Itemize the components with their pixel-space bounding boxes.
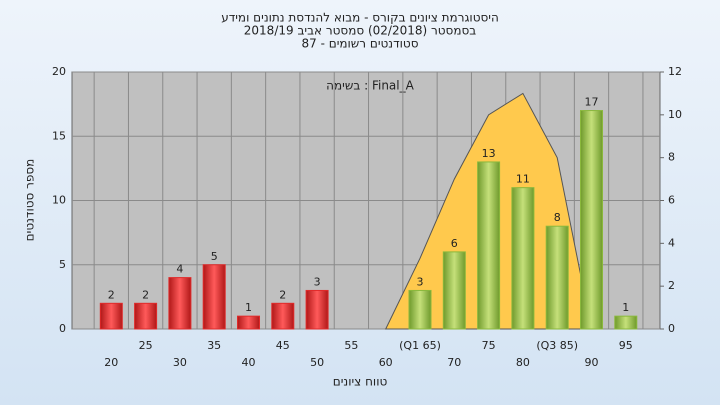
data-label: 6 xyxy=(451,237,458,250)
data-label: 13 xyxy=(482,147,496,160)
y2-tick-label: 0 xyxy=(668,322,675,335)
x-tick-label: 70 xyxy=(447,356,461,369)
x-tick-label: 60 xyxy=(379,356,393,369)
y-tick-label: 10 xyxy=(52,194,66,207)
bar xyxy=(614,315,638,330)
bar xyxy=(99,302,123,330)
y2-tick-label: 4 xyxy=(668,236,675,249)
y2-tick-label: 6 xyxy=(668,194,675,207)
data-label: 1 xyxy=(622,301,629,314)
annotation: בשימה : Final_A xyxy=(326,79,414,93)
y-tick-label: 5 xyxy=(59,258,66,271)
x-tick-label: 20 xyxy=(104,356,118,369)
data-label: 8 xyxy=(554,211,561,224)
bar xyxy=(271,302,295,330)
data-label: 17 xyxy=(585,96,599,109)
x-tick-label: 75 xyxy=(482,339,496,352)
title-line: היסטוגרמת ציונים בקורס - מבוא להנדסת נתו… xyxy=(221,11,499,25)
y-tick-label: 15 xyxy=(52,129,66,142)
x-tick-label: 35 xyxy=(207,339,221,352)
bar xyxy=(442,251,466,330)
data-label: 4 xyxy=(176,263,183,276)
bar xyxy=(511,187,535,330)
y-tick-label: 20 xyxy=(52,65,66,78)
data-label: 2 xyxy=(279,288,286,301)
bar xyxy=(168,277,192,330)
x-axis-label: טווח ציונים xyxy=(333,375,388,389)
x-tick-label: (Q1 65) xyxy=(399,339,441,352)
x-tick-label: (Q3 85) xyxy=(536,339,578,352)
data-label: 3 xyxy=(417,275,424,288)
x-tick-label: 45 xyxy=(276,339,290,352)
x-tick-label: 80 xyxy=(516,356,530,369)
y2-tick-label: 2 xyxy=(668,279,675,292)
title-line: בסמסטר (02/2018) סמסטר אביב 2018/19 xyxy=(244,24,476,38)
bar xyxy=(134,302,158,330)
x-tick-label: 55 xyxy=(344,339,358,352)
title-line: סטודנטים רשומים - 87 xyxy=(301,37,418,51)
data-label: 1 xyxy=(245,301,252,314)
bar xyxy=(305,289,329,330)
data-label: 5 xyxy=(211,250,218,263)
y-tick-label: 0 xyxy=(59,322,66,335)
data-label: 11 xyxy=(516,173,530,186)
bar xyxy=(202,264,226,330)
y2-tick-label: 12 xyxy=(668,65,682,78)
x-tick-label: 50 xyxy=(310,356,324,369)
x-tick-label: 95 xyxy=(619,339,633,352)
x-tick-label: 40 xyxy=(242,356,256,369)
y-axis-label: מספר סטודנטים xyxy=(23,159,37,242)
data-label: 2 xyxy=(108,288,115,301)
x-tick-label: 30 xyxy=(173,356,187,369)
bar xyxy=(580,110,603,330)
data-label: 2 xyxy=(142,288,149,301)
bar xyxy=(408,289,432,330)
bar xyxy=(477,161,501,330)
x-tick-label: 25 xyxy=(139,339,153,352)
bar xyxy=(237,315,260,330)
y2-tick-label: 8 xyxy=(668,151,675,164)
x-tick-label: 90 xyxy=(585,356,599,369)
y2-tick-label: 10 xyxy=(668,108,682,121)
bar xyxy=(545,225,569,330)
data-label: 3 xyxy=(314,275,321,288)
